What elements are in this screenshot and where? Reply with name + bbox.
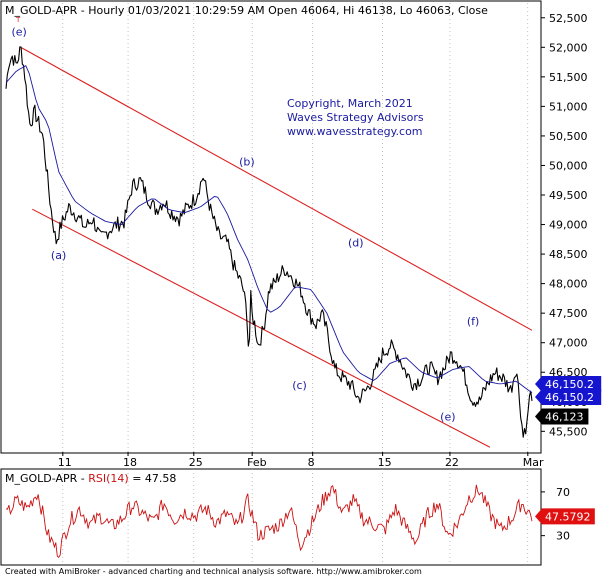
channel-upper-line: [21, 47, 533, 331]
wave-label: (d): [348, 236, 364, 249]
price-tag-label: 46,123: [545, 411, 584, 424]
rsi-title-indicator: RSI(14): [88, 472, 128, 485]
chart-title: M_GOLD-APR - Hourly 01/03/2021 10:29:59 …: [5, 4, 488, 17]
y-tick-label: 51,500: [549, 71, 588, 84]
x-tick-label: 11: [58, 456, 72, 469]
wave-label: (e): [11, 25, 26, 38]
x-tick-label: 15: [378, 456, 392, 469]
moving-average-line: [5, 65, 533, 394]
grid: [62, 3, 529, 564]
x-tick-label: 25: [189, 456, 203, 469]
wave-label: (f): [467, 315, 479, 328]
x-tick-label: 8: [308, 456, 315, 469]
y-tick-label: 50,500: [549, 130, 588, 143]
y-tick-label: 52,500: [549, 12, 588, 25]
x-tick-label: 22: [445, 456, 459, 469]
footer-credit: Created with AmiBroker - advanced charti…: [5, 567, 422, 576]
price-tag-label: 46,150.2: [545, 391, 594, 404]
price-tag-box: [535, 376, 602, 393]
x-axis: 11 18 25 Feb 8 15 22 Mar: [58, 452, 544, 469]
price-tag-box: [535, 508, 595, 525]
y-tick-label: 46,500: [549, 366, 588, 379]
price-tag: 46,150.2: [535, 389, 602, 406]
y-tick-label: 52,000: [549, 41, 588, 54]
wave-label: (b): [239, 155, 255, 168]
series-layer: [5, 46, 533, 558]
price-tag-box: [535, 408, 589, 425]
x-tick-label: 18: [123, 456, 137, 469]
y-tick-label: 49,500: [549, 189, 588, 202]
y-tick-label: 47,000: [549, 337, 588, 350]
y-tick-label: 51,000: [549, 100, 588, 113]
price-tag: 46,123: [535, 408, 589, 425]
channel-lines: [21, 47, 533, 448]
price-tag: 47.5792: [535, 508, 595, 525]
rsi-title: M_GOLD-APR - RSI(14) = 47.58: [5, 472, 176, 485]
x-tick-label: Feb: [247, 456, 266, 469]
wave-label: (c): [292, 379, 307, 392]
price-pane-frame: [0, 0, 542, 454]
rsi-series-line: [5, 484, 533, 558]
wave-label: (e): [440, 411, 455, 424]
price-tag: 46,150.2: [535, 376, 602, 393]
price-tag-label: 47.5792: [545, 510, 591, 523]
price-tags: 46,150.246,150.2 46,123 47.5792: [535, 376, 602, 525]
rsi-title-value: = 47.58: [129, 472, 177, 485]
wave-label: (a): [51, 249, 66, 262]
y-tick-label: 48,500: [549, 248, 588, 261]
y-tick-label: 47,500: [549, 307, 588, 320]
y-tick-label: 50,000: [549, 159, 588, 172]
copyright-line-2: Waves Strategy Advisors: [287, 111, 424, 124]
price-tag-label: 46,150.2: [545, 378, 594, 391]
copyright-line-3: www.wavesstrategy.com: [287, 125, 423, 138]
x-tick-label: Mar: [523, 456, 544, 469]
price-tag-box: [535, 389, 602, 406]
wave-labels: (e) (a) (b) (c) (d) (e) (f): [11, 25, 479, 423]
t-marker-icon: T: [15, 16, 21, 24]
channel-lower-line: [32, 208, 491, 448]
copyright-line-1: Copyright, March 2021: [287, 97, 413, 110]
rsi-y-tick-label: 70: [556, 486, 570, 499]
price-series-line: [5, 46, 533, 438]
y-tick-label: 48,000: [549, 278, 588, 291]
rsi-y-tick-label: 30: [556, 530, 570, 543]
rsi-title-prefix: M_GOLD-APR -: [5, 472, 88, 485]
y-tick-label: 45,500: [549, 425, 588, 438]
y-tick-label: 49,000: [549, 219, 588, 232]
